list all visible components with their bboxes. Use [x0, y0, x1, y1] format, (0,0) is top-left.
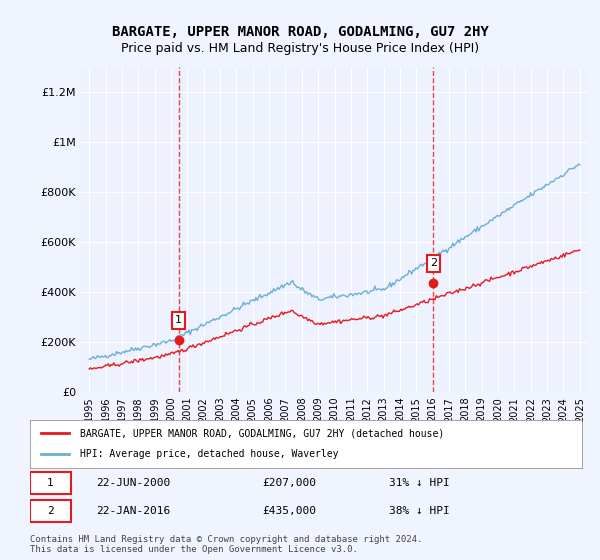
Text: 38% ↓ HPI: 38% ↓ HPI — [389, 506, 449, 516]
Text: Contains HM Land Registry data © Crown copyright and database right 2024.
This d: Contains HM Land Registry data © Crown c… — [30, 535, 422, 554]
Text: £435,000: £435,000 — [262, 506, 316, 516]
FancyBboxPatch shape — [30, 472, 71, 494]
Text: 1: 1 — [175, 315, 182, 325]
Text: BARGATE, UPPER MANOR ROAD, GODALMING, GU7 2HY: BARGATE, UPPER MANOR ROAD, GODALMING, GU… — [112, 25, 488, 39]
Text: 2: 2 — [47, 506, 54, 516]
Text: HPI: Average price, detached house, Waverley: HPI: Average price, detached house, Wave… — [80, 449, 338, 459]
Text: 31% ↓ HPI: 31% ↓ HPI — [389, 478, 449, 488]
Text: BARGATE, UPPER MANOR ROAD, GODALMING, GU7 2HY (detached house): BARGATE, UPPER MANOR ROAD, GODALMING, GU… — [80, 428, 444, 438]
Text: 1: 1 — [47, 478, 54, 488]
FancyBboxPatch shape — [30, 500, 71, 522]
Text: Price paid vs. HM Land Registry's House Price Index (HPI): Price paid vs. HM Land Registry's House … — [121, 42, 479, 55]
Text: £207,000: £207,000 — [262, 478, 316, 488]
Text: 22-JUN-2000: 22-JUN-2000 — [96, 478, 170, 488]
Text: 22-JAN-2016: 22-JAN-2016 — [96, 506, 170, 516]
Text: 2: 2 — [430, 258, 437, 268]
